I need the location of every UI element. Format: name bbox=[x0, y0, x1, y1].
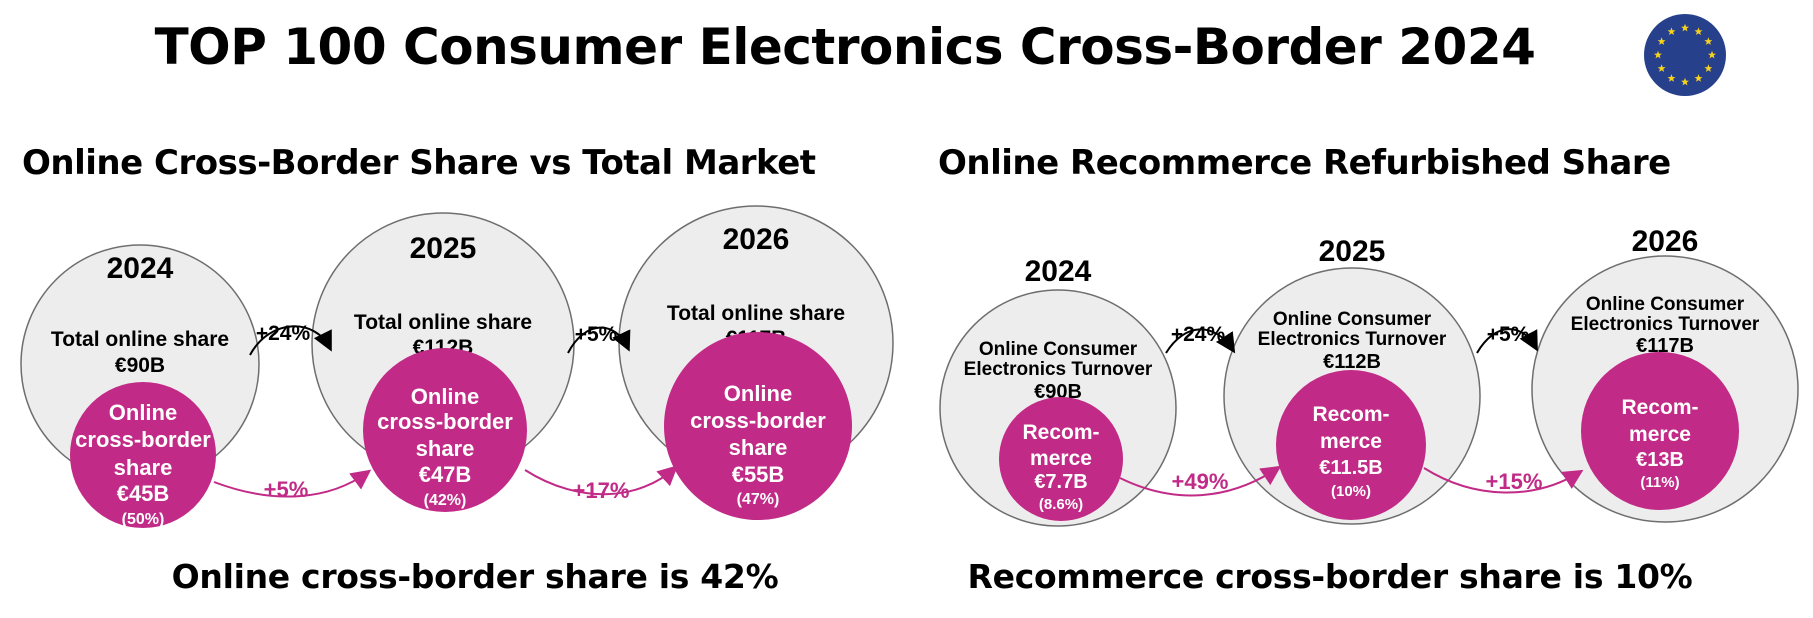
recommerce-outer-label: €117B bbox=[1636, 335, 1694, 357]
recommerce-inner-circle-2025 bbox=[1276, 370, 1426, 520]
recommerce-inner-growth-label: +49% bbox=[1172, 469, 1229, 494]
cross-border-inner-label: cross-border bbox=[75, 427, 211, 452]
recommerce-outer-label: Electronics Turnover bbox=[964, 359, 1153, 380]
cross-border-inner-label: share bbox=[416, 436, 475, 461]
cross-border-outer-growth-label: +5% bbox=[575, 323, 618, 346]
cross-border-outer-label: Total online share bbox=[51, 328, 229, 351]
cross-border-inner-growth-label: +5% bbox=[264, 477, 309, 502]
recommerce-inner-growth-arrow bbox=[1119, 465, 1282, 497]
recommerce-inner-label: €11.5B bbox=[1319, 457, 1382, 479]
cross-border-inner-label: €55B bbox=[732, 462, 785, 487]
recommerce-year-label: 2025 bbox=[1319, 235, 1386, 268]
cross-border-inner-circle-2026 bbox=[664, 332, 852, 520]
flag-star bbox=[1681, 23, 1689, 32]
recommerce-outer-growth-label: +24% bbox=[1171, 323, 1226, 346]
section-title-recommerce: Online Recommerce Refurbished Share bbox=[938, 143, 1671, 183]
cross-border-inner-label: Online bbox=[411, 384, 479, 409]
recommerce-inner-label: (8.6%) bbox=[1039, 496, 1083, 513]
cross-border-inner-label: cross-border bbox=[377, 409, 513, 434]
recommerce-inner-label: Recom- bbox=[1022, 421, 1099, 444]
cross-border-year-label: 2024 bbox=[107, 252, 174, 285]
cross-border-inner-growth-label: +17% bbox=[573, 478, 630, 503]
cross-border-inner-growth-arrow bbox=[213, 469, 372, 498]
cross-border-inner-label: (50%) bbox=[122, 511, 165, 528]
cross-border-outer-label: Total online share bbox=[354, 311, 532, 334]
flag-star bbox=[1708, 50, 1716, 59]
cross-border-outer-growth-label: +24% bbox=[256, 322, 311, 345]
recommerce-inner-circle-2026 bbox=[1581, 352, 1739, 510]
cross-border-inner-circle-2024 bbox=[70, 382, 216, 528]
cross-border-inner-growth-arrow bbox=[524, 465, 678, 496]
recommerce-inner-label: (11%) bbox=[1640, 474, 1679, 491]
cross-border-outer-label: Total online share bbox=[667, 302, 845, 325]
recommerce-year-label: 2026 bbox=[1632, 225, 1699, 258]
recommerce-outer-label: Online Consumer bbox=[1586, 294, 1745, 315]
flag-star bbox=[1667, 27, 1676, 36]
recommerce-outer-label: Online Consumer bbox=[979, 339, 1138, 360]
page-title: TOP 100 Consumer Electronics Cross-Borde… bbox=[154, 18, 1536, 76]
cross-border-year-label: 2026 bbox=[723, 223, 790, 256]
cross-border-inner-label: Online bbox=[109, 400, 177, 425]
recommerce-inner-circle-2024 bbox=[999, 397, 1123, 521]
flag-star bbox=[1667, 74, 1676, 82]
recommerce-outer-growth-arrow bbox=[1476, 328, 1538, 354]
flag-star bbox=[1654, 50, 1662, 59]
footnote-cross-border: Online cross-border share is 42% bbox=[171, 557, 779, 596]
recommerce-outer-growth-arrow bbox=[1165, 328, 1236, 354]
recommerce-inner-label: €7.7B bbox=[1034, 471, 1087, 493]
section-title-cross-border: Online Cross-Border Share vs Total Marke… bbox=[22, 143, 816, 183]
cross-border-inner-label: (42%) bbox=[424, 492, 467, 509]
recommerce-inner-label: Recom- bbox=[1312, 403, 1389, 426]
recommerce-outer-label: €112B bbox=[1323, 351, 1381, 373]
flag-star bbox=[1657, 37, 1666, 45]
cross-border-inner-label: (47%) bbox=[737, 491, 780, 508]
recommerce-outer-label: Online Consumer bbox=[1273, 309, 1432, 330]
footnote-recommerce: Recommerce cross-border share is 10% bbox=[967, 557, 1693, 596]
cross-border-outer-growth-arrow bbox=[567, 326, 631, 354]
flag-star bbox=[1694, 74, 1703, 82]
recommerce-inner-label: merce bbox=[1030, 447, 1092, 470]
cross-border-outer-growth-arrow bbox=[249, 325, 332, 356]
recommerce-inner-label: Recom- bbox=[1621, 396, 1698, 419]
flag-star bbox=[1704, 37, 1713, 45]
cross-border-inner-label: cross-border bbox=[690, 408, 826, 433]
recommerce-inner-growth-arrow bbox=[1423, 467, 1584, 494]
recommerce-inner-growth-label: +15% bbox=[1486, 469, 1543, 494]
recommerce-inner-label: merce bbox=[1629, 423, 1691, 446]
flag-star bbox=[1657, 64, 1666, 72]
cross-border-outer-label: €90B bbox=[115, 354, 165, 377]
cross-border-inner-label: €45B bbox=[117, 481, 170, 506]
cross-border-inner-label: Online bbox=[724, 381, 792, 406]
recommerce-outer-label: Electronics Turnover bbox=[1571, 314, 1760, 335]
recommerce-year-label: 2024 bbox=[1025, 255, 1092, 288]
recommerce-inner-label: merce bbox=[1320, 430, 1382, 453]
recommerce-outer-label: Electronics Turnover bbox=[1258, 329, 1447, 350]
cross-border-inner-circle-2025 bbox=[363, 348, 527, 512]
flag-star bbox=[1694, 27, 1703, 36]
flag-star bbox=[1681, 77, 1689, 86]
recommerce-inner-label: €13B bbox=[1636, 449, 1684, 471]
eu-flag-icon bbox=[1644, 14, 1726, 96]
cross-border-year-label: 2025 bbox=[410, 232, 477, 265]
cross-border-inner-label: share bbox=[729, 435, 788, 460]
recommerce-outer-growth-label: +5% bbox=[1487, 323, 1530, 346]
recommerce-outer-label: €90B bbox=[1034, 381, 1082, 403]
cross-border-inner-label: share bbox=[114, 455, 173, 480]
cross-border-inner-label: €47B bbox=[419, 462, 472, 487]
recommerce-inner-label: (10%) bbox=[1331, 483, 1371, 500]
flag-star bbox=[1704, 64, 1713, 72]
